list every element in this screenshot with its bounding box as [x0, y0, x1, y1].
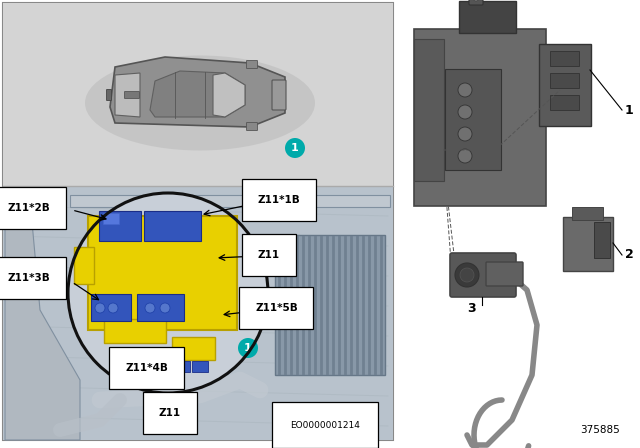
- FancyBboxPatch shape: [3, 3, 393, 186]
- Circle shape: [460, 268, 474, 282]
- Circle shape: [458, 83, 472, 97]
- Polygon shape: [115, 73, 140, 117]
- Polygon shape: [5, 200, 80, 440]
- FancyBboxPatch shape: [88, 216, 237, 330]
- Text: Z11: Z11: [258, 250, 280, 260]
- FancyBboxPatch shape: [539, 44, 591, 126]
- FancyBboxPatch shape: [246, 60, 257, 69]
- Text: EO0000001214: EO0000001214: [290, 421, 360, 430]
- FancyBboxPatch shape: [275, 235, 385, 375]
- FancyBboxPatch shape: [91, 294, 131, 321]
- Text: Z11*1B: Z11*1B: [258, 195, 301, 205]
- Circle shape: [238, 338, 258, 358]
- FancyBboxPatch shape: [191, 362, 207, 372]
- Text: 2: 2: [625, 249, 634, 262]
- FancyBboxPatch shape: [459, 1, 516, 33]
- FancyBboxPatch shape: [102, 214, 118, 224]
- FancyBboxPatch shape: [486, 262, 523, 286]
- FancyBboxPatch shape: [445, 69, 500, 171]
- FancyBboxPatch shape: [137, 294, 184, 321]
- Circle shape: [145, 303, 155, 313]
- Text: 375885: 375885: [580, 425, 620, 435]
- Circle shape: [95, 303, 105, 313]
- Text: 3: 3: [468, 302, 476, 314]
- FancyBboxPatch shape: [550, 95, 579, 111]
- FancyBboxPatch shape: [144, 211, 201, 241]
- FancyBboxPatch shape: [3, 186, 393, 440]
- FancyBboxPatch shape: [469, 0, 483, 5]
- Text: 1: 1: [625, 103, 634, 116]
- Circle shape: [160, 303, 170, 313]
- FancyBboxPatch shape: [3, 3, 393, 440]
- Text: Z11*3B: Z11*3B: [8, 273, 51, 283]
- Text: Z11*4B: Z11*4B: [125, 363, 168, 373]
- FancyBboxPatch shape: [398, 3, 636, 440]
- FancyBboxPatch shape: [550, 73, 579, 89]
- FancyBboxPatch shape: [173, 362, 189, 372]
- FancyBboxPatch shape: [414, 29, 546, 206]
- FancyBboxPatch shape: [272, 80, 286, 110]
- FancyBboxPatch shape: [593, 223, 609, 258]
- FancyBboxPatch shape: [572, 207, 602, 220]
- FancyBboxPatch shape: [450, 253, 516, 297]
- FancyBboxPatch shape: [74, 247, 94, 284]
- Circle shape: [285, 138, 305, 158]
- FancyBboxPatch shape: [99, 211, 141, 241]
- FancyBboxPatch shape: [414, 39, 444, 181]
- Text: 1: 1: [244, 343, 252, 353]
- Polygon shape: [150, 71, 245, 117]
- Polygon shape: [213, 73, 245, 117]
- FancyBboxPatch shape: [125, 91, 140, 99]
- FancyBboxPatch shape: [70, 195, 390, 207]
- Text: Z11*5B: Z11*5B: [255, 303, 298, 313]
- Text: Z11*2B: Z11*2B: [8, 203, 51, 213]
- FancyBboxPatch shape: [246, 122, 257, 130]
- Circle shape: [108, 303, 118, 313]
- FancyBboxPatch shape: [104, 319, 166, 343]
- FancyBboxPatch shape: [106, 90, 111, 100]
- FancyBboxPatch shape: [563, 217, 613, 271]
- Ellipse shape: [85, 56, 315, 151]
- FancyBboxPatch shape: [172, 337, 214, 361]
- Polygon shape: [110, 57, 285, 127]
- FancyBboxPatch shape: [550, 52, 579, 66]
- Circle shape: [455, 263, 479, 287]
- Circle shape: [473, 0, 479, 1]
- Circle shape: [68, 193, 268, 393]
- Text: 1: 1: [291, 143, 299, 153]
- Circle shape: [458, 105, 472, 119]
- Text: Z11: Z11: [159, 408, 181, 418]
- Circle shape: [458, 127, 472, 141]
- Circle shape: [458, 149, 472, 163]
